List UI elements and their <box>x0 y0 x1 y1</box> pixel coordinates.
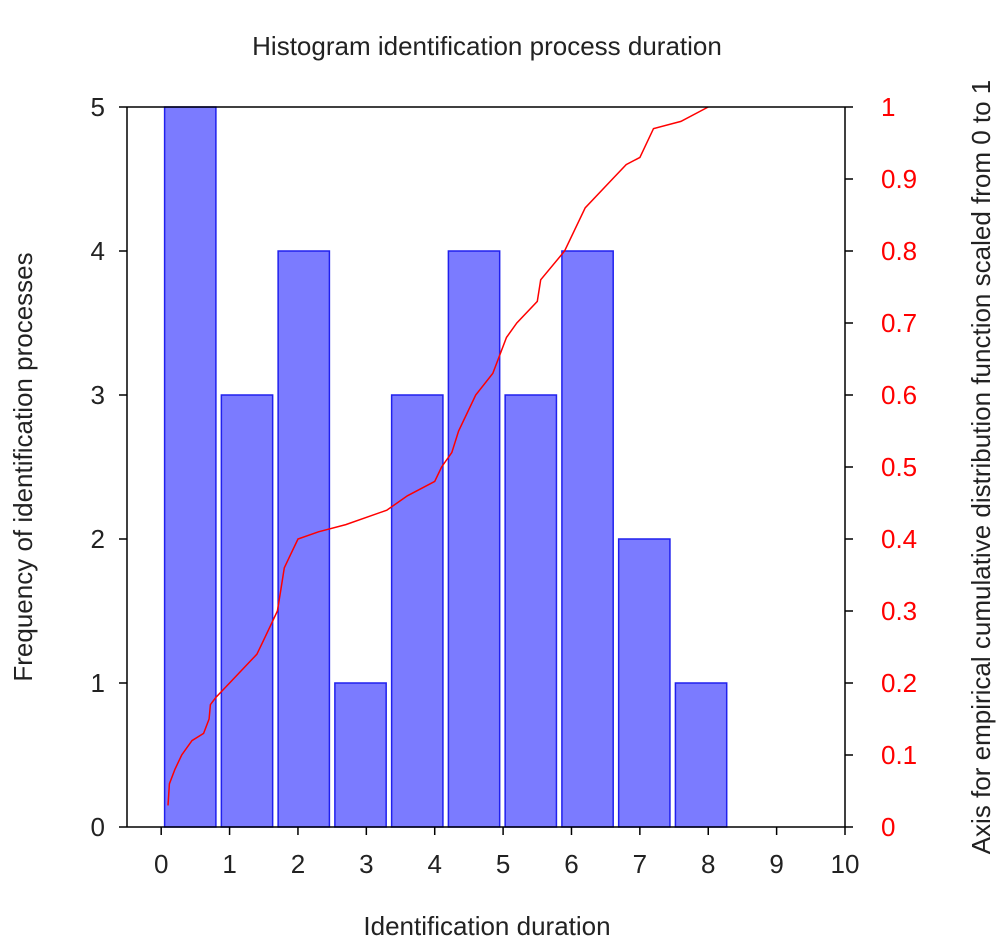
histogram-bar-1 <box>220 394 274 828</box>
histogram-bar-3 <box>334 682 387 828</box>
y-tick-label-2: 2 <box>91 524 105 554</box>
y-tick-label-1: 1 <box>91 668 105 698</box>
histogram-bar-6 <box>504 394 558 828</box>
x-tick-label-1: 1 <box>222 849 236 879</box>
y2-tick-label-2: 0.2 <box>881 668 917 698</box>
y2-tick-label-9: 0.9 <box>881 164 917 194</box>
y2-tick-label-4: 0.4 <box>881 524 917 554</box>
y2-tick-label-3: 0.3 <box>881 596 917 626</box>
y2-tick-label-8: 0.8 <box>881 236 917 266</box>
x-tick-label-7: 7 <box>633 849 647 879</box>
y2-tick-label-6: 0.6 <box>881 380 917 410</box>
x-tick-label-4: 4 <box>427 849 441 879</box>
x-tick-label-3: 3 <box>359 849 373 879</box>
ticks-group: 0 1 2 3 4 5 6 7 8 9 10 0 1 2 3 4 5 0 0.1 0.2 0.3 0.4 0.5 0.6 0.7… <box>91 92 918 879</box>
histogram-bar-7 <box>561 250 614 828</box>
bars-group <box>163 106 728 828</box>
y-tick-label-0: 0 <box>91 812 105 842</box>
histogram-bar-2 <box>277 250 331 828</box>
y-tick-label-4: 4 <box>91 236 105 266</box>
x-tick-label-9: 9 <box>769 849 783 879</box>
y2-tick-label-5: 0.5 <box>881 452 917 482</box>
chart-title: Histogram identification process duratio… <box>252 31 722 61</box>
y2-tick-label-1: 0.1 <box>881 740 917 770</box>
y2-tick-label-10: 1 <box>881 92 895 122</box>
ecdf-group <box>167 106 709 806</box>
histogram-bar-4 <box>390 394 444 828</box>
y-tick-label-3: 3 <box>91 380 105 410</box>
histogram-bar-0 <box>163 106 217 828</box>
x-tick-label-8: 8 <box>701 849 715 879</box>
y-tick-label-5: 5 <box>91 92 105 122</box>
y2-axis-label: Axis for empirical cumulative distributi… <box>966 80 996 855</box>
y2-tick-label-7: 0.7 <box>881 308 917 338</box>
x-axis-label: Identification duration <box>363 911 610 941</box>
y-axis-label: Frequency of identification processes <box>8 252 38 681</box>
x-tick-label-10: 10 <box>831 849 860 879</box>
histogram-bar-9 <box>674 682 728 828</box>
histogram-bar-5 <box>447 250 501 828</box>
x-tick-label-5: 5 <box>496 849 510 879</box>
x-tick-label-2: 2 <box>291 849 305 879</box>
ecdf-line <box>167 106 709 806</box>
y2-tick-label-0: 0 <box>881 812 895 842</box>
histogram-bar-8 <box>617 538 671 828</box>
x-tick-label-6: 6 <box>564 849 578 879</box>
x-tick-label-0: 0 <box>154 849 168 879</box>
